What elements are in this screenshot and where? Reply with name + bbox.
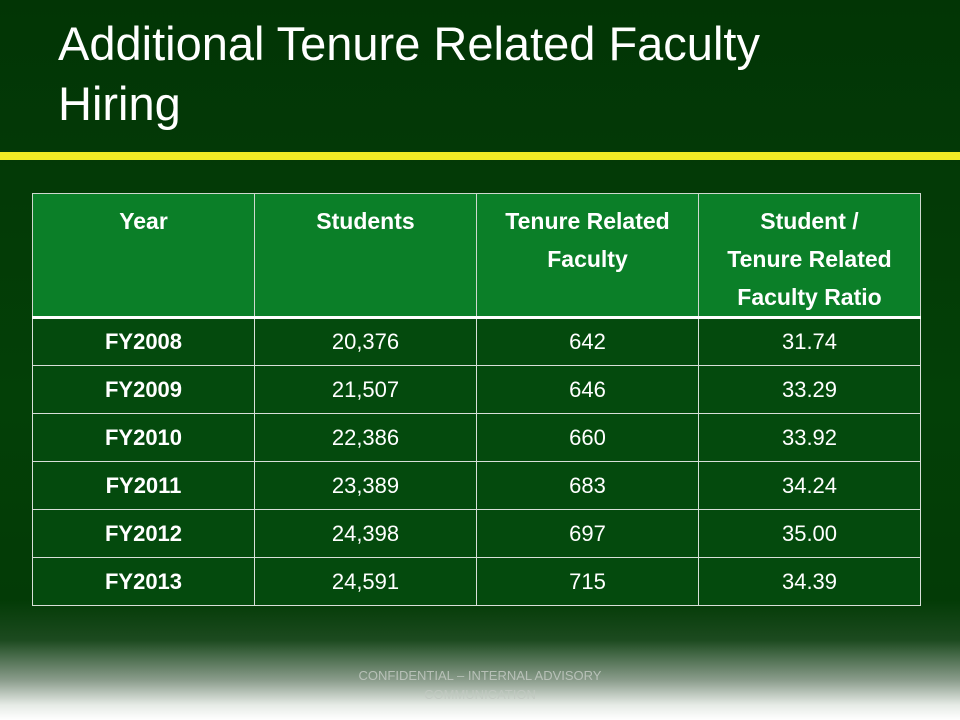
cell-ratio: 33.29 <box>698 365 921 414</box>
header-faculty-line-2: Faculty <box>547 246 628 272</box>
table-row: FY2009 21,507 646 33.29 <box>32 365 921 414</box>
table-row: FY2011 23,389 683 34.24 <box>32 461 921 510</box>
slide-title-line-1: Additional Tenure Related Faculty <box>58 17 760 70</box>
header-ratio: Student / Tenure Related Faculty Ratio <box>698 193 921 319</box>
table-row: FY2010 22,386 660 33.92 <box>32 413 921 462</box>
cell-ratio: 31.74 <box>698 317 921 366</box>
confidential-footer: CONFIDENTIAL – INTERNAL ADVISORY COMMUNI… <box>330 666 630 704</box>
table-header-row: Year Students Tenure Related Faculty Stu… <box>32 193 921 319</box>
footer-line-1: CONFIDENTIAL – INTERNAL ADVISORY <box>358 668 602 683</box>
header-students: Students <box>254 193 477 319</box>
cell-faculty: 683 <box>476 461 699 510</box>
table-row: FY2013 24,591 715 34.39 <box>32 557 921 606</box>
cell-students: 23,389 <box>254 461 477 510</box>
header-year: Year <box>32 193 255 319</box>
cell-ratio: 34.39 <box>698 557 921 606</box>
cell-students: 20,376 <box>254 317 477 366</box>
cell-ratio: 33.92 <box>698 413 921 462</box>
table-row: FY2012 24,398 697 35.00 <box>32 509 921 558</box>
cell-faculty: 646 <box>476 365 699 414</box>
table-row: FY2008 20,376 642 31.74 <box>32 317 921 366</box>
cell-year: FY2009 <box>32 365 255 414</box>
cell-year: FY2010 <box>32 413 255 462</box>
cell-ratio: 34.24 <box>698 461 921 510</box>
cell-students: 24,591 <box>254 557 477 606</box>
cell-students: 21,507 <box>254 365 477 414</box>
header-faculty-line-1: Tenure Related <box>505 208 670 234</box>
cell-faculty: 715 <box>476 557 699 606</box>
cell-year: FY2011 <box>32 461 255 510</box>
header-ratio-line-3: Faculty Ratio <box>737 284 882 310</box>
cell-students: 24,398 <box>254 509 477 558</box>
cell-year: FY2008 <box>32 317 255 366</box>
cell-year: FY2012 <box>32 509 255 558</box>
slide-title: Additional Tenure Related Faculty Hiring <box>58 14 938 134</box>
title-divider <box>0 152 960 160</box>
slide-title-line-2: Hiring <box>58 77 181 130</box>
cell-ratio: 35.00 <box>698 509 921 558</box>
header-ratio-line-2: Tenure Related <box>727 246 892 272</box>
header-ratio-line-1: Student / <box>760 208 859 234</box>
header-students-label: Students <box>316 208 415 234</box>
cell-faculty: 660 <box>476 413 699 462</box>
header-year-label: Year <box>119 208 168 234</box>
cell-faculty: 642 <box>476 317 699 366</box>
cell-faculty: 697 <box>476 509 699 558</box>
faculty-hiring-table: Year Students Tenure Related Faculty Stu… <box>32 193 921 606</box>
header-faculty: Tenure Related Faculty <box>476 193 699 319</box>
footer-line-2: COMMUNICATION <box>424 687 536 702</box>
cell-students: 22,386 <box>254 413 477 462</box>
cell-year: FY2013 <box>32 557 255 606</box>
